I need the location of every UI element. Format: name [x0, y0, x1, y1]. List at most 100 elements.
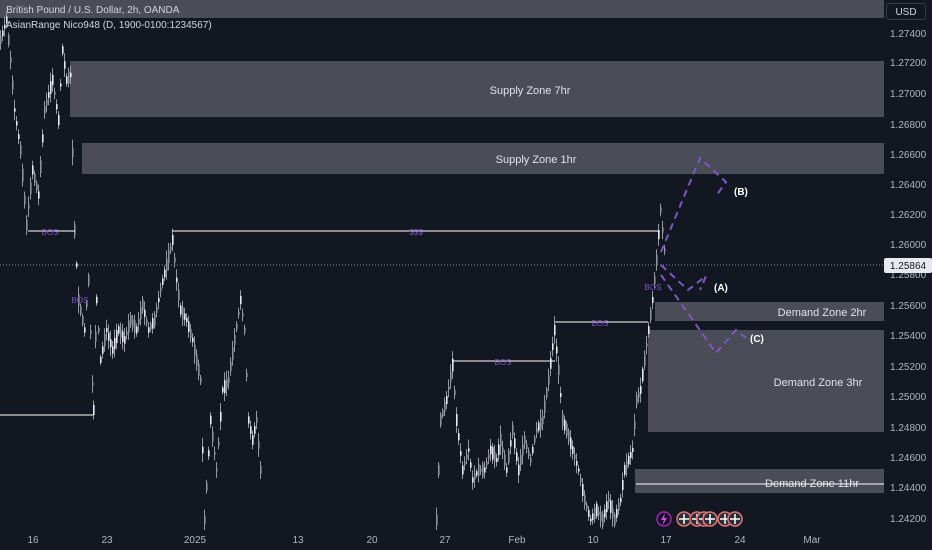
candle-body [240, 295, 242, 305]
scenario-b-label: (B) [734, 187, 748, 198]
candle-body [222, 387, 224, 393]
event-flag-icon[interactable] [727, 511, 743, 527]
zones: Supply Zone 7hr Supply Zone 1hr Demand Z… [0, 0, 885, 493]
candle-body [154, 313, 156, 327]
candle-body [184, 313, 186, 320]
candle-body [132, 319, 134, 328]
candle-body [644, 353, 646, 367]
candle-body [438, 464, 440, 476]
event-flag-icon[interactable] [676, 511, 692, 527]
candle-body [490, 445, 492, 455]
candle-body [460, 450, 462, 456]
candle-body [104, 333, 106, 347]
candle-body [62, 46, 64, 54]
candle-body [642, 368, 644, 382]
candle-body [506, 467, 508, 473]
candle-body [80, 306, 82, 314]
candle-body [604, 509, 606, 518]
candle-body [42, 134, 44, 143]
candle-body [238, 311, 240, 316]
symbol-title: British Pound / U.S. Dollar, 2h, OANDA [6, 5, 180, 16]
supply-zone-7hr[interactable] [70, 61, 885, 117]
candle-body [142, 299, 144, 311]
candle-body [30, 182, 32, 195]
candle-body [6, 16, 8, 24]
candle-body [116, 330, 118, 344]
demand-zone-11hr[interactable] [635, 469, 885, 493]
candle-body [92, 382, 94, 386]
candle-body [556, 346, 558, 354]
candle-body [124, 336, 126, 344]
candle-body [524, 436, 526, 444]
candle-body [20, 145, 22, 155]
event-flag-icon[interactable] [702, 511, 718, 527]
candle-body [36, 182, 38, 191]
candle-body [484, 467, 486, 473]
candle-body [24, 195, 26, 205]
candle-body [442, 410, 444, 417]
price-tick-label: 1.26000 [890, 240, 927, 251]
candle-body [76, 263, 78, 267]
candle-body [578, 468, 580, 472]
price-tick-label: 1.27400 [890, 29, 927, 40]
candle-body [526, 444, 528, 449]
candle-body [580, 477, 582, 483]
candle-body [612, 508, 614, 519]
candle-body [468, 448, 470, 452]
currency-button[interactable]: USD [886, 3, 926, 20]
candle-body [144, 309, 146, 317]
candle-body [134, 320, 136, 333]
price-tick-label: 1.24400 [890, 483, 927, 494]
candle-body [44, 106, 46, 114]
time-tick-label: Feb [508, 535, 526, 546]
candle-body [598, 511, 600, 516]
time-tick-label: 10 [587, 535, 599, 546]
candle-body [614, 514, 616, 526]
candle-body [60, 83, 62, 87]
candle-body [494, 451, 496, 462]
candle-body [552, 343, 554, 350]
demand-zone-2hr[interactable] [655, 302, 885, 321]
current-price-value: 1.25864 [890, 261, 927, 272]
demand-zone-3hr[interactable] [648, 330, 885, 432]
candle-body [54, 91, 56, 95]
candle-body [38, 191, 40, 199]
candle-body [476, 471, 478, 476]
candle-body [95, 331, 97, 342]
candle-body [650, 309, 652, 321]
lightning-icon[interactable] [656, 511, 672, 527]
bos-label-3: BOS [495, 358, 512, 367]
candle-body [588, 509, 590, 517]
candle-body [572, 446, 574, 454]
candle-body [176, 277, 178, 283]
candle-body [70, 72, 72, 78]
candle-body [634, 421, 636, 429]
candle-body [12, 80, 14, 90]
candle-body [534, 437, 536, 443]
candle-body [72, 147, 74, 158]
price-tick-label: 1.26200 [890, 210, 927, 221]
time-axis[interactable]: 16 23 2025 13 20 27 Feb 10 17 24 Mar [27, 535, 821, 546]
candle-body [248, 416, 250, 424]
candle-body [618, 502, 620, 512]
candle-body [582, 483, 584, 497]
candle-body [470, 462, 472, 468]
candle-body [106, 327, 108, 333]
candle-body [16, 121, 18, 126]
candle-body [234, 335, 236, 345]
time-tick-label: 20 [366, 535, 378, 546]
candle-body [616, 508, 618, 518]
candle-body [462, 465, 464, 475]
candle-body [10, 57, 12, 63]
candle-body [100, 356, 102, 364]
event-icons[interactable] [656, 511, 743, 527]
price-tick-label: 1.26600 [890, 150, 927, 161]
candle-body [458, 433, 460, 441]
price-axis[interactable]: 1.27400 1.27200 1.27000 1.26800 1.26600 1.264… [884, 0, 932, 550]
candle-body [518, 464, 520, 476]
candle-body [93, 404, 95, 416]
supply-zone-1hr[interactable] [82, 143, 885, 174]
projection-path-b [660, 156, 728, 253]
candle-body [480, 468, 482, 472]
